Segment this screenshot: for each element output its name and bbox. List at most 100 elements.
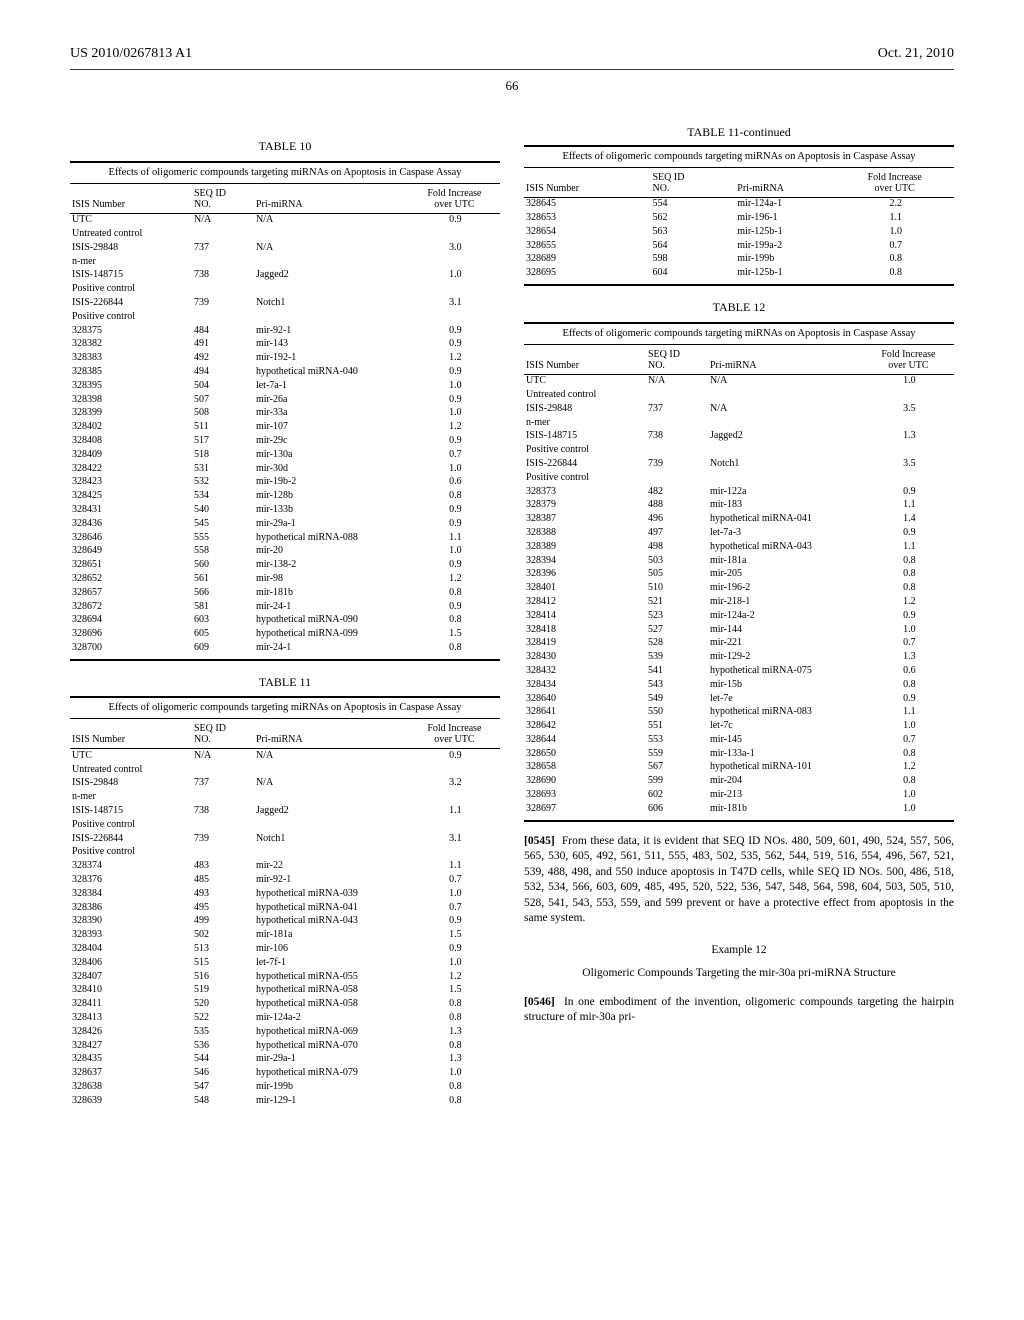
table11-caption: TABLE 11: [70, 675, 500, 691]
table-cell: 328402: [70, 421, 180, 435]
table-row: 328641550hypothetical miRNA-0831.1: [524, 706, 954, 720]
table-cell: 0.7: [837, 239, 954, 253]
table-cell: 3.5: [865, 457, 954, 471]
table-cell: 1.3: [411, 1053, 500, 1067]
table-cell: [708, 471, 865, 485]
table-row: 328638547mir-199b0.8: [70, 1081, 500, 1095]
table-cell: 562: [638, 212, 735, 226]
table-cell: hypothetical miRNA-043: [708, 540, 865, 554]
table-cell: 328383: [70, 352, 180, 366]
table-row: 328426535hypothetical miRNA-0691.3: [70, 1025, 500, 1039]
table-cell: 485: [180, 874, 254, 888]
table-cell: ISIS-226844: [524, 457, 634, 471]
table-cell: 328431: [70, 503, 180, 517]
table-header-cell: SEQ IDNO.: [180, 184, 254, 214]
table-cell: 1.1: [411, 860, 500, 874]
table-cell: hypothetical miRNA-055: [254, 970, 411, 984]
table-cell: ISIS-29848: [524, 402, 634, 416]
table-cell: 559: [634, 747, 708, 761]
table-cell: 504: [180, 379, 254, 393]
table-row: 328401510mir-196-20.8: [524, 582, 954, 596]
table-cell: 328646: [70, 531, 180, 545]
table-cell: 738: [634, 430, 708, 444]
table-cell: 1.0: [837, 225, 954, 239]
table-cell: 0.9: [411, 559, 500, 573]
table-cell: 545: [180, 517, 254, 531]
table-cell: mir-24-1: [254, 600, 411, 614]
table-cell: hypothetical miRNA-041: [254, 901, 411, 915]
table-cell: 0.8: [411, 490, 500, 504]
table-row: 328434543mir-15b0.8: [524, 678, 954, 692]
table-cell: Jagged2: [254, 805, 411, 819]
table-cell: 604: [638, 267, 735, 285]
table-row: 328407516hypothetical miRNA-0551.2: [70, 970, 500, 984]
table-cell: [634, 471, 708, 485]
table-cell: 544: [180, 1053, 254, 1067]
table-cell: 0.8: [865, 678, 954, 692]
table-cell: 523: [634, 609, 708, 623]
table-cell: 328639: [70, 1094, 180, 1111]
table-row: Positive control: [70, 283, 500, 297]
table-cell: 0.7: [411, 448, 500, 462]
table-header-cell: SEQ IDNO.: [180, 719, 254, 749]
table-cell: 1.0: [865, 623, 954, 637]
table-cell: hypothetical miRNA-069: [254, 1025, 411, 1039]
table-cell: mir-19b-2: [254, 476, 411, 490]
table-header-cell: ISIS Number: [70, 719, 180, 749]
table-cell: 521: [634, 595, 708, 609]
table-cell: 328411: [70, 998, 180, 1012]
table-row: 328693602mir-2131.0: [524, 789, 954, 803]
table-cell: 328658: [524, 761, 634, 775]
table-cell: 1.2: [865, 761, 954, 775]
table-cell: 0.8: [411, 641, 500, 659]
table-cell: mir-124a-1: [735, 197, 837, 211]
table-cell: mir-107: [254, 421, 411, 435]
table-cell: 0.7: [865, 637, 954, 651]
table-cell: 488: [634, 499, 708, 513]
table-cell: 561: [180, 572, 254, 586]
table-cell: 1.5: [411, 984, 500, 998]
table-cell: 1.2: [411, 970, 500, 984]
table-cell: mir-33a: [254, 407, 411, 421]
table-cell: mir-192-1: [254, 352, 411, 366]
table-cell: N/A: [254, 241, 411, 255]
table-header-cell: Pri-miRNA: [254, 719, 411, 749]
table-cell: 507: [180, 393, 254, 407]
table-cell: 0.9: [411, 338, 500, 352]
table-cell: 493: [180, 887, 254, 901]
table-row: 328640549let-7e0.9: [524, 692, 954, 706]
table-cell: [254, 310, 411, 324]
table-cell: 1.0: [865, 802, 954, 820]
table-cell: 328384: [70, 887, 180, 901]
table-cell: hypothetical miRNA-039: [254, 887, 411, 901]
table-row: 328427536hypothetical miRNA-0700.8: [70, 1039, 500, 1053]
table-row: 328387496hypothetical miRNA-0411.4: [524, 513, 954, 527]
table-cell: 534: [180, 490, 254, 504]
table-cell: 3.0: [411, 241, 500, 255]
table-cell: 581: [180, 600, 254, 614]
table-cell: [411, 763, 500, 777]
table-cell: 536: [180, 1039, 254, 1053]
table-cell: 328379: [524, 499, 634, 513]
table-cell: 328413: [70, 1012, 180, 1026]
table11-continued: ISIS NumberSEQ IDNO.Pri-miRNAFold Increa…: [524, 168, 954, 286]
table-row: 328430539mir-129-21.3: [524, 651, 954, 665]
table-row: 328412521mir-218-11.2: [524, 595, 954, 609]
table-cell: 513: [180, 943, 254, 957]
table-cell: 328653: [524, 212, 638, 226]
table-row: ISIS-29848737N/A3.5: [524, 402, 954, 416]
table-cell: [411, 791, 500, 805]
table-cell: 555: [180, 531, 254, 545]
table-row: 328408517mir-29c0.9: [70, 434, 500, 448]
table-row: 328689598mir-199b0.8: [524, 253, 954, 267]
table-row: 328419528mir-2210.7: [524, 637, 954, 651]
table-cell: 739: [634, 457, 708, 471]
table-cell: mir-124a-2: [708, 609, 865, 623]
table-row: 328385494hypothetical miRNA-0400.9: [70, 366, 500, 380]
table-cell: 739: [180, 297, 254, 311]
table-cell: [634, 444, 708, 458]
table-cell: ISIS-226844: [70, 832, 180, 846]
table-cell: 0.9: [411, 393, 500, 407]
table-cell: 328398: [70, 393, 180, 407]
table-cell: 517: [180, 434, 254, 448]
